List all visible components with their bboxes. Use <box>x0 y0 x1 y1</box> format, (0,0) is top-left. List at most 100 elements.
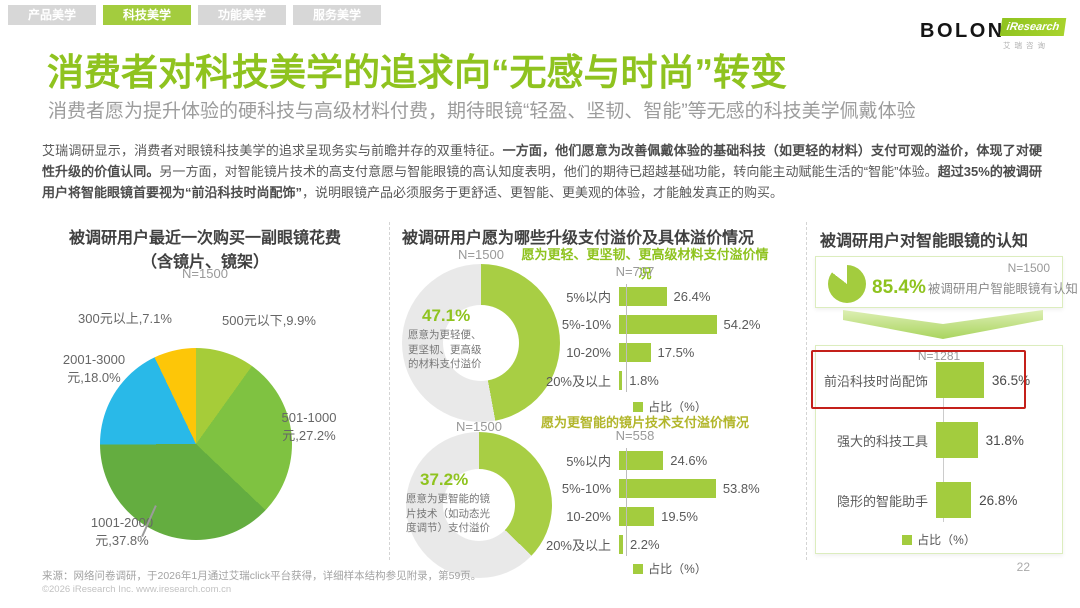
material-donut-chart <box>402 264 560 422</box>
tab-service-aesthetics[interactable]: 服务美学 <box>293 5 381 25</box>
bar <box>619 314 717 334</box>
bar-value: 24.6% <box>670 452 708 468</box>
bar-axis <box>626 284 627 392</box>
bar <box>619 478 716 498</box>
spend-pie-chart <box>100 348 292 540</box>
pie-label-501-1000: 501-1000 元,27.2% <box>281 410 337 443</box>
down-arrow-icon <box>843 310 1043 339</box>
bar-value: 53.8% <box>722 480 760 496</box>
perception-row-tool: 强大的科技工具 31.8% <box>816 420 1062 460</box>
awareness-pie-chart <box>828 265 866 303</box>
material-donut-desc: 愿意为更轻便、 更坚韧、更高级 的材料支付溢价 <box>408 329 482 371</box>
bar-row: 20%及以上 1.8% <box>545 366 800 394</box>
bar-label: 5%-10% <box>561 316 611 332</box>
bar-value: 19.5% <box>661 508 698 524</box>
material-donut-value: 47.1% <box>422 306 471 325</box>
lens-donut-chart <box>406 432 552 578</box>
bar-row: 5%-10% 53.8% <box>545 474 800 502</box>
awareness-chart-title: 被调研用户对智能眼镜的认知 <box>820 233 1029 250</box>
awareness-card: N=1500 85.4% 被调研用户智能眼镜有认知 <box>815 256 1078 308</box>
bar <box>619 506 655 526</box>
bar-label: 20%及以上 <box>545 537 611 553</box>
material-bars-chart: 5%以内 26.4% 5%-10% 54.2% 10-20% 17.5% 20%… <box>545 282 800 394</box>
bar <box>619 370 623 390</box>
bar-row: 20%及以上 2.2% <box>545 530 800 558</box>
bar <box>619 286 667 306</box>
bar-row: 5%以内 26.4% <box>545 282 800 310</box>
premium-chart-title: 被调研用户愿为哪些升级支付溢价及具体溢价情况 <box>401 230 754 247</box>
spend-chart-title: 被调研用户最近一次购买一副眼镜花费 （含镜片、镜架） <box>68 230 341 271</box>
bar-axis <box>626 448 627 556</box>
lens-bars-subtitle: 愿为更智能的镜片技术支付溢价情况 <box>540 415 749 430</box>
tab-function-aesthetics[interactable]: 功能美学 <box>198 5 286 25</box>
bar-value: 36.5% <box>991 372 1031 388</box>
pie-label-below500: 500元以下,9.9% <box>222 313 316 328</box>
bar-row: 5%-10% 54.2% <box>545 310 800 338</box>
bar-value: 54.2% <box>723 316 761 332</box>
bar-label: 隐形的智能助手 <box>836 493 928 509</box>
bar-label: 5%以内 <box>566 289 611 305</box>
lens-bars-legend: 占比（%） <box>545 560 795 577</box>
bar-value: 1.8% <box>629 372 659 388</box>
bar-label: 10-20% <box>566 508 611 524</box>
perception-row-assistant: 隐形的智能助手 26.8% <box>816 480 1062 520</box>
material-donut-sample: N=1500 <box>458 247 504 262</box>
awareness-value: 85.4% <box>872 277 926 298</box>
bar-label: 10-20% <box>566 344 611 360</box>
column-divider-left <box>389 222 390 560</box>
lens-bars-chart: 5%以内 24.6% 5%-10% 53.8% 10-20% 19.5% 20%… <box>545 446 800 558</box>
pie-label-1001-2000: 1001-2000 元,37.8% <box>90 515 154 548</box>
bar-value: 26.8% <box>979 492 1018 508</box>
awareness-sample: N=1500 <box>1007 261 1050 275</box>
lens-donut-value: 37.2% <box>420 470 469 489</box>
bar-label: 5%-10% <box>561 480 611 496</box>
perception-row-fashion: 前沿科技时尚配饰 36.5% <box>816 360 1062 400</box>
bar-label: 5%以内 <box>566 453 611 469</box>
bar-value: 31.8% <box>985 432 1024 448</box>
bar-value: 17.5% <box>657 344 695 360</box>
material-bars-subtitle: 愿为更轻、更坚韧、更高级材料支付溢价情况 <box>521 247 769 281</box>
bar <box>619 450 664 470</box>
bar-value: 26.4% <box>673 288 711 304</box>
donut-hole <box>443 469 515 541</box>
bar <box>936 482 972 518</box>
spend-sample-size: N=1500 <box>182 266 228 281</box>
awareness-stat: 85.4% 被调研用户智能眼镜有认知 <box>872 277 1078 299</box>
awareness-text: 被调研用户智能眼镜有认知 <box>927 282 1078 296</box>
tab-product-aesthetics[interactable]: 产品美学 <box>8 5 96 25</box>
page-subtitle: 消费者愿为提升体验的硬科技与高级材料付费，期待眼镜“轻盈、坚韧、智能”等无感的科… <box>48 101 916 122</box>
material-bars-legend: 占比（%） <box>545 398 795 415</box>
legend-swatch <box>902 534 913 545</box>
bar-label: 前沿科技时尚配饰 <box>823 373 928 389</box>
tab-bar: 产品美学 科技美学 功能美学 服务美学 <box>8 5 381 25</box>
bar-row: 10-20% 17.5% <box>545 338 800 366</box>
bar <box>619 342 651 362</box>
iresearch-logo: iResearch <box>999 18 1067 36</box>
legend-label: 占比（%） <box>648 400 707 414</box>
intro-paragraph: 艾瑞调研显示，消费者对眼镜科技美学的追求呈现务实与前瞻并存的双重特征。一方面，他… <box>42 143 1042 201</box>
donut-hole <box>443 305 519 381</box>
page-title: 消费者对科技美学的追求向“无感与时尚”转变 <box>47 52 787 93</box>
legend-swatch <box>633 563 644 574</box>
pie-label-above300: 300元以上,7.1% <box>78 311 172 326</box>
legend-swatch <box>633 401 644 412</box>
perception-card: N=1281 前沿科技时尚配饰 36.5% 强大的科技工具 31.8% 隐形的智… <box>815 345 1063 554</box>
column-divider-right <box>806 222 807 560</box>
perception-legend: 占比（%） <box>816 531 1062 548</box>
legend-label: 占比（%） <box>648 562 707 576</box>
iresearch-logo-cn: 艾瑞咨询 <box>1003 41 1049 50</box>
legend-label: 占比（%） <box>917 533 976 547</box>
tab-tech-aesthetics[interactable]: 科技美学 <box>103 5 191 25</box>
bar-value: 2.2% <box>629 536 660 552</box>
bar-label: 强大的科技工具 <box>836 433 928 449</box>
perception-sample: N=1281 <box>917 349 961 363</box>
page-number: 22 <box>1016 560 1030 574</box>
lens-donut-desc: 愿意为更智能的镜 片技术（如动态光 度调节）支付溢价 <box>406 493 490 535</box>
material-bars-sample: N=707 <box>615 264 655 279</box>
lens-donut-text: 37.2% 愿意为更智能的镜 片技术（如动态光 度调节）支付溢价 <box>406 470 510 536</box>
lens-donut-sample: N=1500 <box>456 419 502 434</box>
material-donut-text: 47.1% 愿意为更轻便、 更坚韧、更高级 的材料支付溢价 <box>408 306 508 372</box>
bar-label: 20%及以上 <box>545 373 611 389</box>
bar <box>619 534 623 554</box>
